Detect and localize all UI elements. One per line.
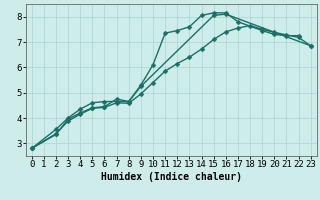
X-axis label: Humidex (Indice chaleur): Humidex (Indice chaleur) [101,172,242,182]
